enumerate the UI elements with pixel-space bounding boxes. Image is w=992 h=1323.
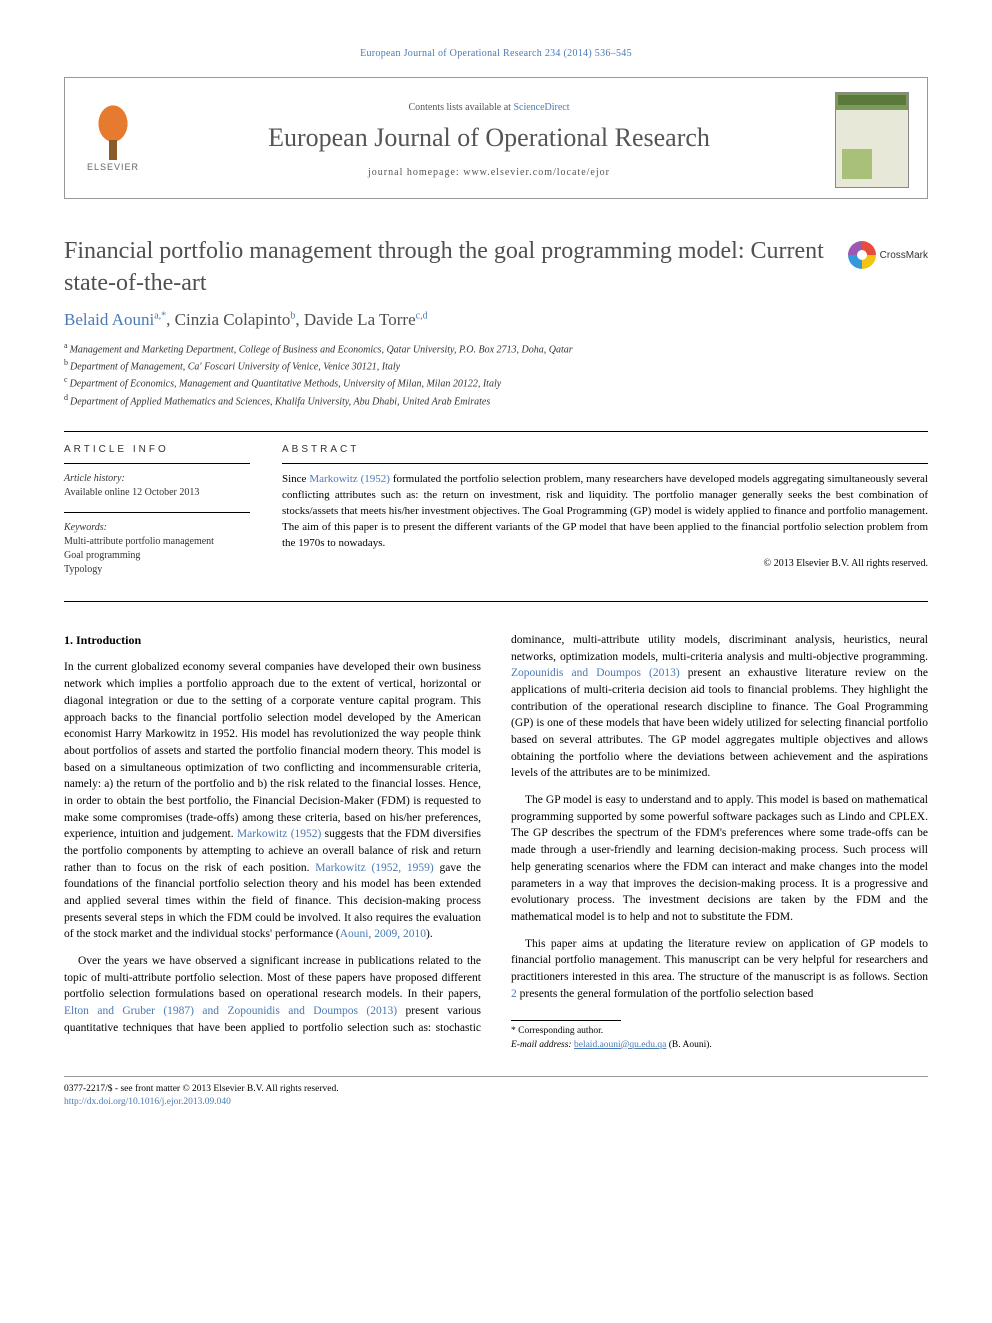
journal-homepage-line: journal homepage: www.elsevier.com/locat… bbox=[153, 167, 825, 178]
crossmark-label: CrossMark bbox=[880, 250, 928, 261]
body-paragraph-1: In the current globalized economy severa… bbox=[64, 659, 481, 942]
issn-copyright-line: 0377-2217/$ - see front matter © 2013 El… bbox=[64, 1083, 928, 1096]
body-paragraph-3: The GP model is easy to understand and t… bbox=[511, 792, 928, 925]
keyword-2: Goal programming bbox=[64, 549, 250, 563]
body-paragraph-4: This paper aims at updating the literatu… bbox=[511, 936, 928, 1003]
section-1-heading: 1. Introduction bbox=[64, 632, 481, 649]
article-title: Financial portfolio management through t… bbox=[64, 235, 834, 300]
footnotes: * Corresponding author. E-mail address: … bbox=[511, 1025, 928, 1052]
abstract-ref-link[interactable]: Markowitz (1952) bbox=[309, 473, 390, 485]
author-3: Davide La Torre bbox=[304, 310, 416, 329]
article-info-column: ARTICLE INFO Article history: Available … bbox=[64, 432, 264, 601]
keywords-block: Keywords: Multi-attribute portfolio mana… bbox=[64, 521, 250, 577]
affiliations: aManagement and Marketing Department, Co… bbox=[64, 340, 928, 409]
crossmark-badge[interactable]: CrossMark bbox=[848, 241, 928, 269]
authors-line: Belaid Aounia,*, Cinzia Colapintob, Davi… bbox=[64, 310, 928, 330]
abstract-heading: ABSTRACT bbox=[282, 444, 928, 455]
abstract-text: Since Markowitz (1952) formulated the po… bbox=[282, 472, 928, 552]
journal-homepage-url[interactable]: www.elsevier.com/locate/ejor bbox=[463, 167, 610, 178]
article-history: Article history: Available online 12 Oct… bbox=[64, 472, 250, 500]
ref-link-markowitz-1952[interactable]: Markowitz (1952) bbox=[237, 828, 321, 840]
ref-link-markowitz-1952-1959[interactable]: Markowitz (1952, 1959) bbox=[315, 862, 433, 874]
keyword-3: Typology bbox=[64, 563, 250, 577]
author-1[interactable]: Belaid Aouni bbox=[64, 310, 154, 329]
affiliation-b: bDepartment of Management, Ca' Foscari U… bbox=[64, 357, 928, 374]
body-columns: 1. Introduction In the current globalize… bbox=[64, 632, 928, 1052]
affiliation-d: dDepartment of Applied Mathematics and S… bbox=[64, 392, 928, 409]
page-footer: 0377-2217/$ - see front matter © 2013 El… bbox=[64, 1076, 928, 1110]
elsevier-logo-icon: ELSEVIER bbox=[83, 104, 143, 176]
keyword-1: Multi-attribute portfolio management bbox=[64, 535, 250, 549]
sciencedirect-link[interactable]: ScienceDirect bbox=[513, 102, 569, 113]
contents-available-line: Contents lists available at ScienceDirec… bbox=[153, 102, 825, 113]
abstract-copyright: © 2013 Elsevier B.V. All rights reserved… bbox=[282, 558, 928, 569]
journal-cover-thumbnail-icon bbox=[835, 92, 909, 188]
publisher-logo-block: ELSEVIER bbox=[83, 104, 153, 176]
publisher-name: ELSEVIER bbox=[83, 162, 143, 172]
ref-link-zopounidis[interactable]: Zopounidis and Doumpos (2013) bbox=[511, 667, 680, 679]
journal-name: European Journal of Operational Research bbox=[153, 123, 825, 153]
doi-link[interactable]: http://dx.doi.org/10.1016/j.ejor.2013.09… bbox=[64, 1097, 231, 1107]
crossmark-icon bbox=[848, 241, 876, 269]
affiliation-a: aManagement and Marketing Department, Co… bbox=[64, 340, 928, 357]
abstract-column: ABSTRACT Since Markowitz (1952) formulat… bbox=[264, 432, 928, 601]
ref-link-elton-gruber[interactable]: Elton and Gruber (1987) and Zopounidis a… bbox=[64, 1005, 397, 1017]
journal-masthead: ELSEVIER Contents lists available at Sci… bbox=[64, 77, 928, 199]
running-header: European Journal of Operational Research… bbox=[64, 48, 928, 59]
footnote-separator bbox=[511, 1020, 621, 1021]
affiliation-c: cDepartment of Economics, Management and… bbox=[64, 374, 928, 391]
corresponding-email-link[interactable]: belaid.aouni@qu.edu.qa bbox=[574, 1040, 666, 1050]
author-2: Cinzia Colapinto bbox=[175, 310, 291, 329]
article-info-heading: ARTICLE INFO bbox=[64, 444, 250, 455]
ref-link-aouni[interactable]: Aouni, 2009, 2010 bbox=[340, 928, 426, 940]
